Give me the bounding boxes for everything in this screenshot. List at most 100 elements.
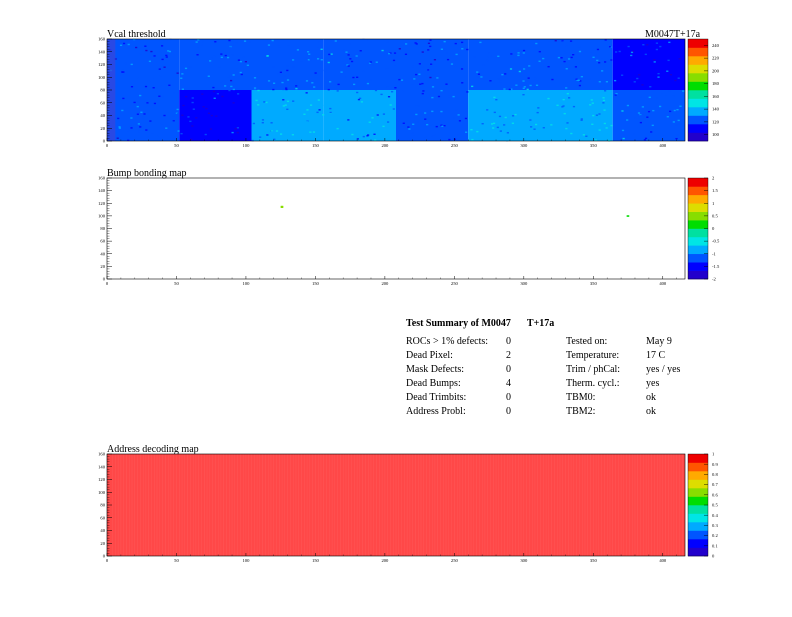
pixel-speckle [180, 132, 183, 135]
pixel-speckle [412, 123, 415, 125]
pixel-speckle [522, 68, 526, 70]
pixel-speckle [296, 49, 300, 51]
pixel-speckle [431, 96, 434, 99]
pixel-speckle [656, 97, 659, 99]
roc-block [251, 39, 324, 90]
pixel-speckle [133, 101, 136, 104]
x-tick-label: 400 [659, 558, 667, 563]
y-tick-label: 140 [98, 188, 106, 193]
y-tick-label: 160 [98, 452, 106, 457]
pixel-speckle [565, 87, 568, 89]
pixel-speckle [127, 139, 130, 142]
pixel-speckle [315, 87, 318, 90]
pixel-speckle [195, 117, 198, 119]
pixel-speckle [601, 70, 604, 72]
color-scale-band [688, 56, 708, 65]
pixel-speckle [185, 95, 188, 98]
pixel-speckle [286, 108, 289, 111]
pixel-speckle [652, 66, 655, 68]
pixel-speckle [202, 106, 205, 108]
pixel-speckle [646, 44, 649, 46]
pixel-speckle [606, 100, 609, 102]
pixel-speckle [618, 59, 621, 61]
pixel-speckle [497, 78, 500, 80]
y-tick-label: 80 [100, 88, 105, 93]
pixel-speckle [184, 108, 187, 110]
color-scale-band [688, 178, 708, 187]
pixel-speckle [317, 47, 320, 49]
x-tick-label: 100 [242, 143, 250, 148]
pixel-speckle [272, 66, 276, 68]
pixel-speckle [445, 83, 448, 85]
pixel-speckle [609, 46, 612, 48]
pixel-speckle [415, 43, 418, 45]
pixel-speckle [363, 97, 366, 100]
pixel-speckle [163, 114, 166, 117]
pixel-speckle [192, 110, 195, 113]
pixel-speckle [220, 53, 223, 55]
vcal-threshold-title: Vcal threshold [107, 29, 166, 40]
pixel-speckle [356, 76, 359, 78]
pixel-speckle [380, 93, 383, 96]
pixel-speckle [368, 62, 372, 64]
pixel-speckle [502, 134, 506, 136]
pixel-speckle [493, 133, 496, 135]
pixel-speckle [570, 56, 573, 59]
pixel-speckle [356, 138, 359, 140]
pixel-speckle [121, 109, 124, 112]
pixel-speckle [534, 77, 537, 80]
x-tick-label: 50 [174, 558, 179, 563]
pixel-speckle [443, 124, 446, 127]
roc-block [540, 39, 613, 90]
pixel-speckle [678, 123, 682, 125]
pixel-speckle [542, 127, 545, 129]
pixel-speckle [218, 102, 221, 104]
pixel-speckle [421, 92, 424, 95]
pixel-speckle [621, 110, 624, 112]
pixel-speckle [436, 77, 439, 79]
pixel-speckle [501, 73, 504, 76]
pixel-speckle [327, 61, 330, 64]
pixel-speckle [255, 99, 258, 102]
x-tick-label: 200 [381, 281, 389, 286]
pixel-speckle [320, 128, 323, 130]
pixel-speckle [192, 108, 195, 110]
pixel-speckle [647, 110, 651, 113]
pixel-speckle [431, 110, 434, 113]
pixel-speckle [603, 109, 606, 111]
pixel-speckle [615, 92, 618, 95]
pixel-speckle [231, 100, 234, 102]
pixel-speckle [489, 80, 492, 82]
pixel-speckle [172, 115, 175, 117]
pixel-speckle [270, 130, 273, 132]
pixel-speckle [224, 54, 227, 57]
pixel-speckle [286, 65, 289, 67]
pixel-speckle [188, 66, 192, 68]
pixel-speckle [226, 56, 230, 59]
pixel-speckle [418, 73, 421, 76]
pixel-speckle [181, 73, 184, 75]
pixel-speckle [528, 65, 531, 67]
pixel-speckle [563, 60, 566, 63]
pixel-speckle [374, 139, 377, 141]
pixel-speckle [668, 41, 671, 44]
pixel-speckle [219, 80, 223, 83]
y-tick-label: 100 [98, 490, 106, 495]
pixel-speckle [146, 102, 149, 104]
pixel-speckle [205, 107, 208, 110]
pixel-speckle [341, 102, 344, 105]
pixel-speckle [429, 94, 432, 97]
pixel-speckle [376, 114, 379, 116]
pixel-speckle [618, 50, 621, 53]
pixel-speckle [237, 93, 240, 95]
pixel-speckle [576, 79, 579, 82]
z-tick-label: 0.2 [712, 533, 718, 538]
pixel-speckle [398, 48, 401, 50]
pixel-speckle [582, 134, 585, 136]
pixel-speckle [578, 50, 582, 53]
pixel-speckle [164, 47, 167, 49]
pixel-speckle [614, 79, 617, 82]
pixel-speckle [270, 122, 273, 124]
roc-block [107, 90, 180, 141]
